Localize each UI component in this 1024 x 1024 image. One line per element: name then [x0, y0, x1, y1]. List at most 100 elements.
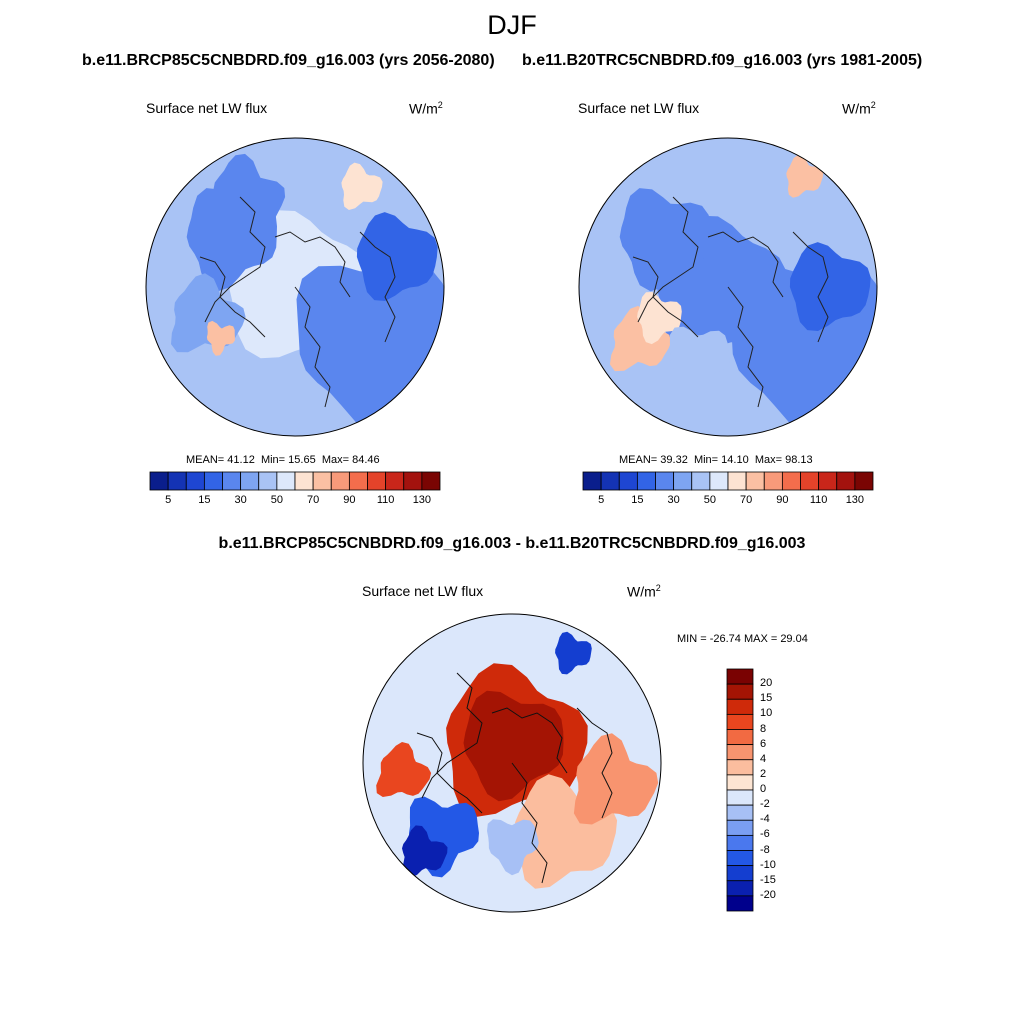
panel1-colorbar-swatch	[312, 471, 332, 491]
panel1-variable-title: Surface net LW flux	[146, 100, 268, 116]
diff-units: W/m2	[627, 583, 661, 600]
panel1-colorbar-swatch	[167, 471, 187, 491]
panel1-colorbar-tick: 130	[412, 494, 432, 506]
diff-colorbar-tick: 20	[760, 677, 773, 690]
panel1-units: W/m2	[409, 100, 443, 117]
difference-title: b.e11.BRCP85C5CNBDRD.f09_g16.003 - b.e11…	[218, 535, 806, 552]
panel2-polar-map	[578, 137, 878, 437]
panel2-colorbar-tick: 5	[598, 494, 605, 506]
panel1-colorbar-swatch	[403, 471, 423, 491]
diff-coastline	[491, 707, 568, 774]
panel1-colorbar-tick: 90	[343, 494, 356, 506]
panel2-colorbar-tick: 130	[845, 494, 865, 506]
panel2-colorbar-swatch	[781, 471, 801, 491]
diff-colorbar-swatch	[726, 729, 754, 746]
panel2-colorbar-tick: 50	[703, 494, 716, 506]
diff-contour-region	[555, 631, 592, 675]
diff-colorbar-tick: 0	[760, 783, 767, 795]
diff-colorbar-tick: -15	[760, 873, 776, 886]
panel2-colorbar-tick: 15	[631, 494, 644, 506]
panel1-colorbar-tick: 50	[270, 494, 283, 506]
panel2-contour-region	[609, 305, 672, 372]
panel1-colorbar-swatch	[348, 471, 368, 491]
diff-colorbar-swatch	[726, 698, 754, 715]
diff-colorbar-swatch	[726, 668, 754, 685]
diff-colorbar-tick: 4	[760, 752, 767, 765]
diff-contour-region	[487, 819, 539, 876]
panel2-colorbar-tick: 90	[776, 494, 789, 506]
panel2-colorbar	[582, 471, 874, 491]
diff-colorbar-tick: -4	[760, 813, 770, 826]
diff-colorbar-swatch	[726, 744, 754, 761]
panel1-colorbar-swatch	[385, 471, 405, 491]
panel1-colorbar-swatch	[185, 471, 205, 491]
panel1-colorbar-swatch	[203, 471, 223, 491]
diff-colorbar	[726, 668, 754, 912]
panel1-polar-map	[145, 137, 445, 437]
panel2-colorbar-swatch	[818, 471, 838, 491]
panel2-colorbar-labels: 5 15 30 50 70 90 110 130	[583, 494, 873, 508]
diff-contour-region	[463, 690, 564, 802]
panel2-colorbar-swatch	[854, 471, 874, 491]
panel1-contour-region	[212, 153, 286, 235]
diff-min-max: MIN = -26.74 MAX = 29.04	[677, 633, 808, 645]
panel2-stats: MEAN= 39.32 Min= 14.10 Max= 98.13	[619, 454, 813, 466]
diff-contour-region	[402, 825, 448, 879]
panel2-colorbar-swatch	[582, 471, 602, 491]
panel2-coastline	[707, 231, 784, 298]
diff-colorbar-tick: 8	[760, 722, 767, 735]
panel2-contour-region	[786, 155, 824, 198]
diff-coastline	[576, 707, 613, 819]
diff-colorbar-swatch	[726, 865, 754, 882]
diff-colorbar-tick: -6	[760, 828, 770, 841]
diff-colorbar-swatch	[726, 713, 754, 730]
panel2-colorbar-swatch	[636, 471, 656, 491]
diff-colorbar-tick: -2	[760, 798, 770, 811]
diff-colorbar-swatch	[726, 895, 754, 912]
diff-coastline	[416, 732, 483, 814]
panel1-colorbar-tick: 30	[234, 494, 247, 506]
panel1-colorbar-swatch	[276, 471, 296, 491]
panel1-contour-region	[356, 212, 438, 301]
diff-colorbar-tick: -8	[760, 843, 770, 856]
panel1-colorbar-tick: 5	[165, 494, 172, 506]
panel1-colorbar-swatch	[330, 471, 350, 491]
diff-colorbar-swatch	[726, 804, 754, 821]
panel2-colorbar-swatch	[618, 471, 638, 491]
panel1-colorbar-swatch	[240, 471, 260, 491]
panel2-coastline	[727, 286, 764, 408]
panel1-colorbar-swatch	[222, 471, 242, 491]
panel1-colorbar-swatch	[367, 471, 387, 491]
panel2-colorbar-swatch	[709, 471, 729, 491]
panel1-coastline	[274, 231, 351, 298]
panel1-coastline	[199, 256, 266, 338]
panel1-contour-region	[341, 162, 383, 210]
panel2-contour-region	[669, 326, 730, 396]
diff-colorbar-tick: -20	[760, 888, 776, 901]
panel2-colorbar-swatch	[600, 471, 620, 491]
panel1-colorbar-tick: 110	[376, 494, 395, 506]
main-title: DJF	[487, 10, 537, 40]
diff-map-border	[362, 613, 662, 913]
panel1-contour-region	[206, 320, 235, 356]
panel2-colorbar-swatch	[727, 471, 747, 491]
panel2-colorbar-tick: 30	[667, 494, 680, 506]
diff-colorbar-tick: 6	[760, 737, 767, 750]
diff-colorbar-swatch	[726, 774, 754, 791]
panel1-colorbar-swatch	[294, 471, 314, 491]
panel2-colorbar-tick: 70	[740, 494, 753, 506]
diff-coastline	[511, 762, 548, 884]
panel2-contour-region	[637, 292, 682, 345]
panel2-map-border	[578, 137, 878, 437]
diff-colorbar-swatch	[726, 834, 754, 851]
panel1-colorbar-tick: 15	[198, 494, 211, 506]
panel2-colorbar-swatch	[745, 471, 765, 491]
panel2-coastline	[632, 256, 699, 338]
panel2-variable-title: Surface net LW flux	[578, 100, 700, 116]
panel2-colorbar-swatch	[691, 471, 711, 491]
panel1-coastline	[359, 231, 396, 343]
panel1-coastline	[294, 286, 331, 408]
panel1-map-border	[145, 137, 445, 437]
diff-colorbar-tick: 15	[760, 692, 773, 705]
diff-colorbar-tick: 10	[760, 707, 773, 720]
